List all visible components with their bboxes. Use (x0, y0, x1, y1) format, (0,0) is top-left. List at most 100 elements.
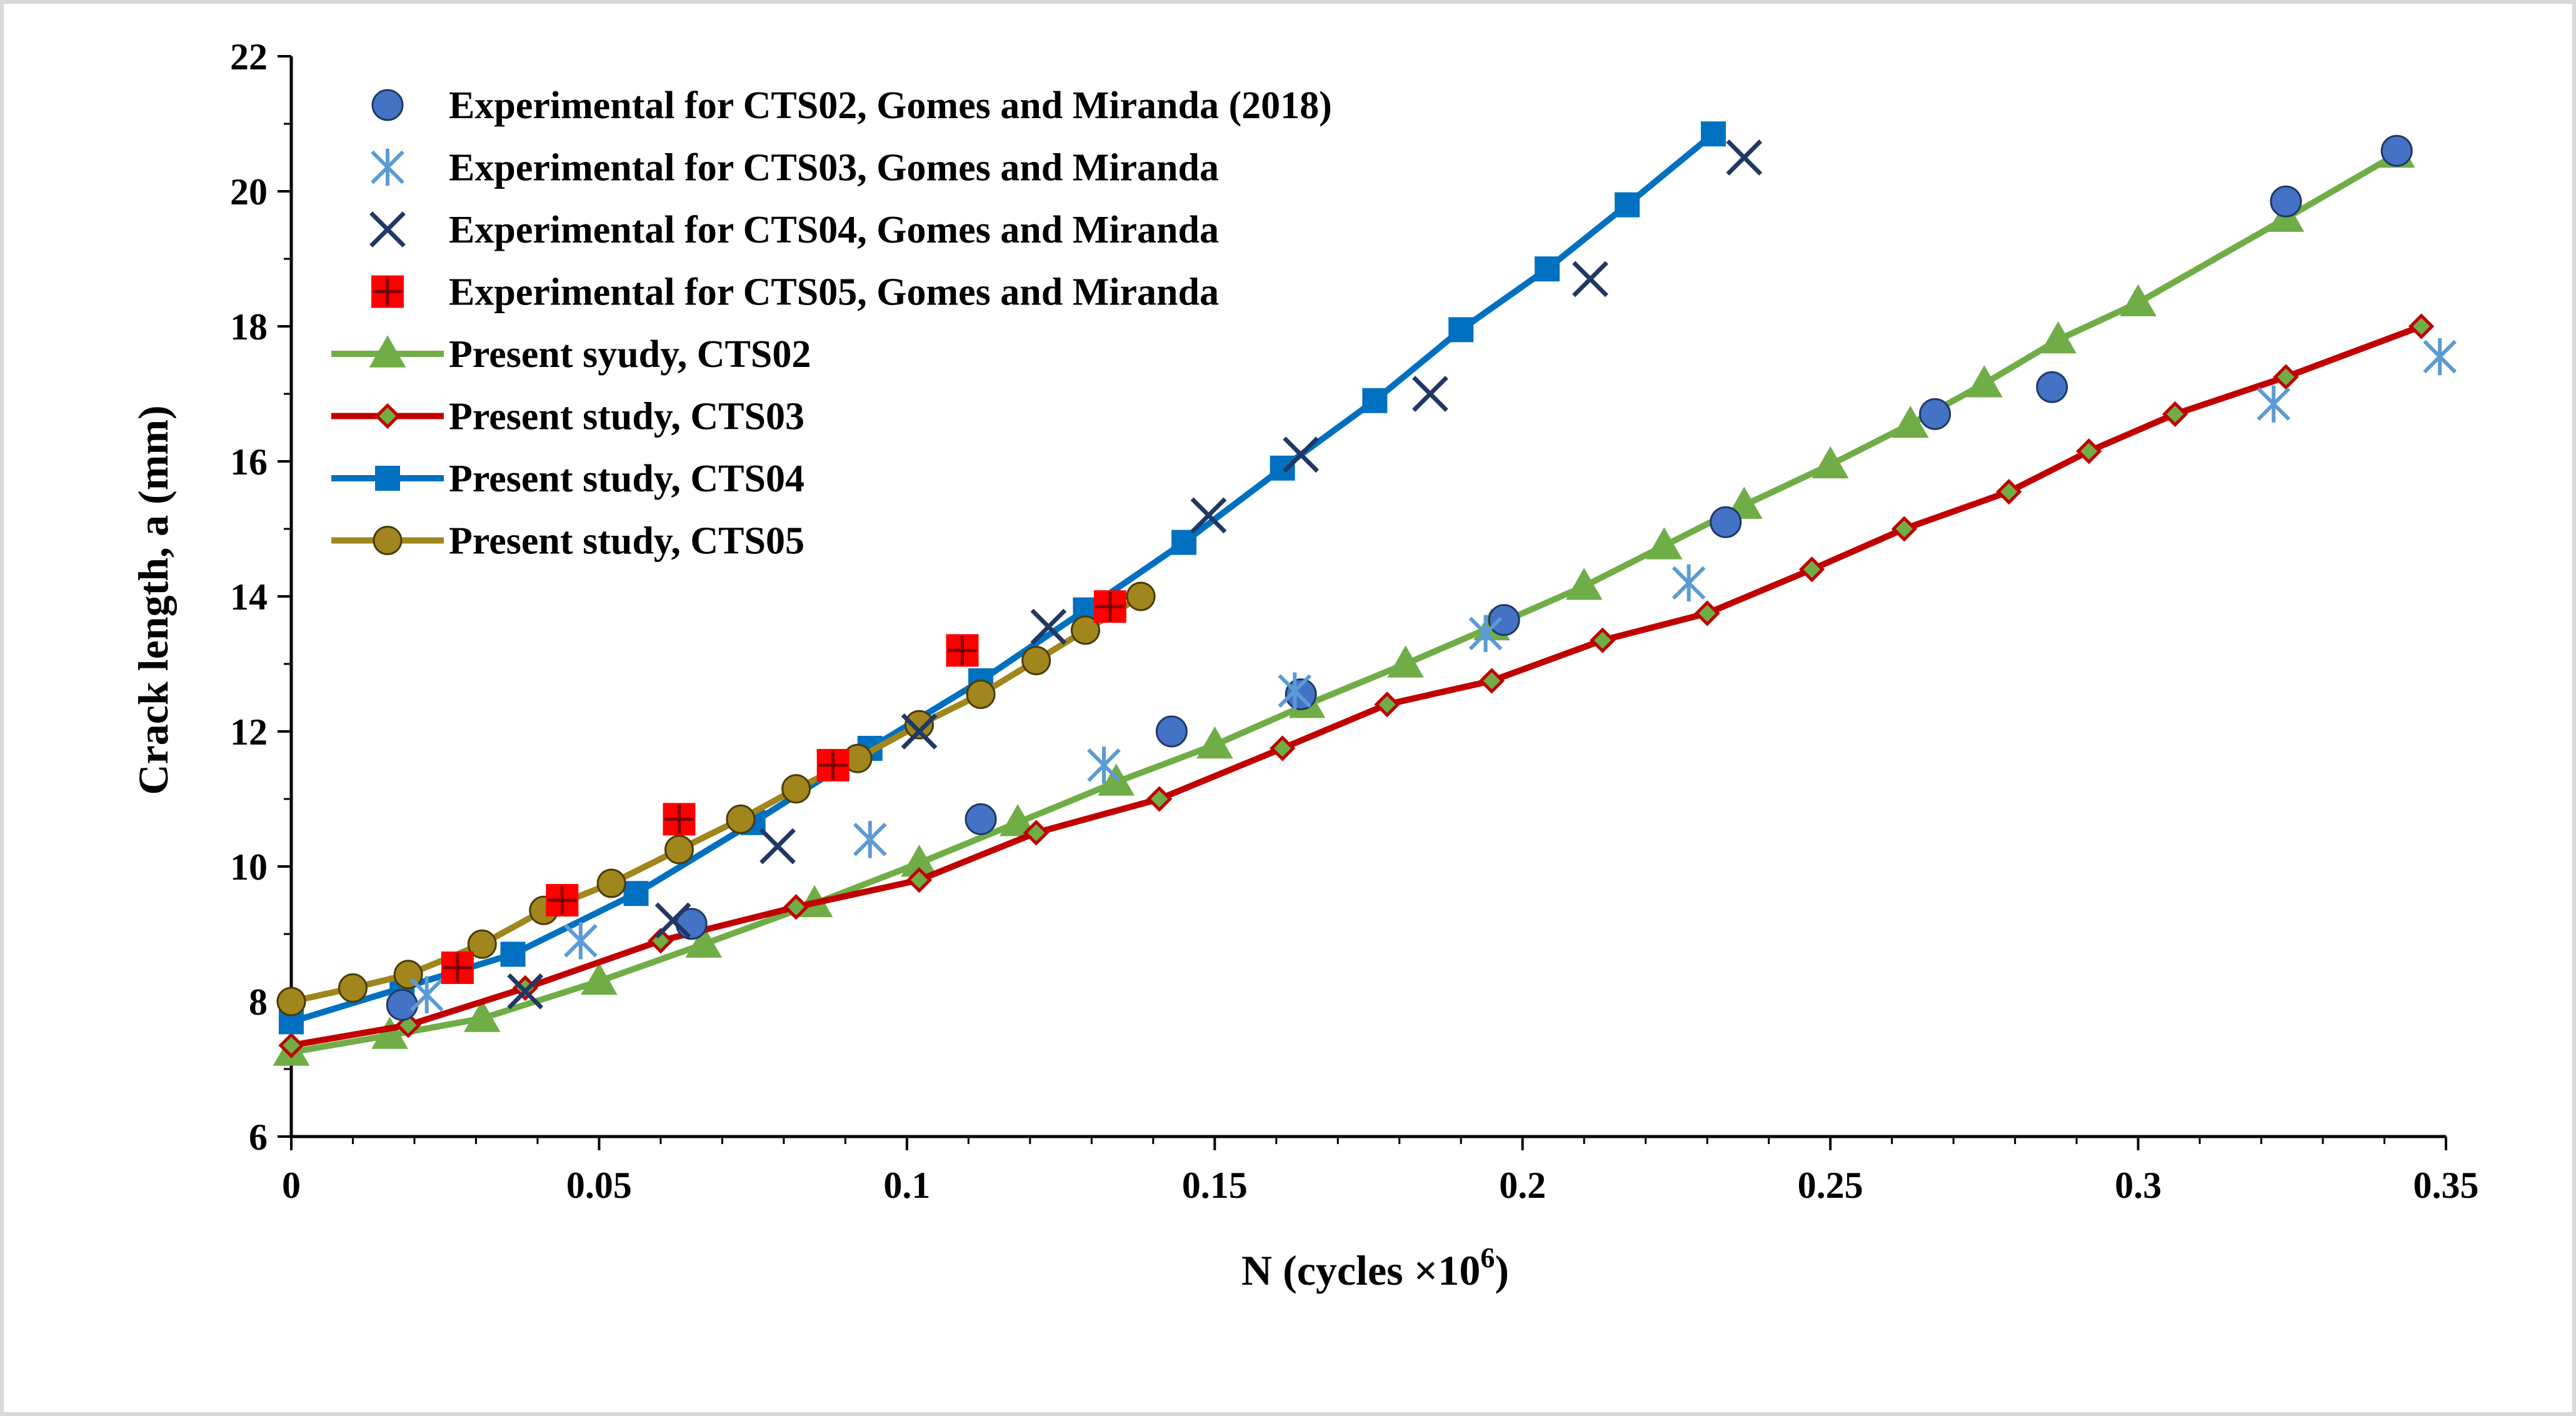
legend-marker (371, 89, 404, 121)
data-point (546, 884, 579, 916)
data-point (2270, 185, 2302, 218)
data-point (1283, 436, 1320, 473)
series-experimental-for-cts02-gomes-and-miranda-2018 (386, 134, 2413, 1021)
data-point (278, 1032, 304, 1058)
marker-shape (1171, 530, 1197, 555)
marker-shape (1710, 506, 1742, 538)
data-point (1671, 564, 1706, 602)
legend-label: Experimental for CTS02, Gomes and Mirand… (449, 84, 1332, 127)
series-line (288, 131, 1716, 1025)
data-point (905, 710, 935, 740)
marker-stroke (901, 713, 938, 750)
data-point (2040, 321, 2077, 354)
data-point (386, 988, 418, 1021)
legend-marker (369, 211, 406, 248)
legend-entry-present-study-cts04: Present study, CTS04 (331, 458, 804, 500)
legend-marker (371, 275, 404, 308)
legend-label: Present syudy, CTS02 (449, 333, 811, 376)
marker-shape (2162, 401, 2188, 428)
legend-entry-experimental-for-cts04-gomes-and-miranda: Experimental for CTS04, Gomes and Mirand… (369, 209, 1219, 251)
data-point (1155, 715, 1188, 748)
marker-shape (1919, 398, 1952, 430)
marker-shape (2076, 438, 2102, 464)
data-point (1468, 615, 1503, 653)
marker-shape (1448, 317, 1474, 343)
marker-shape (463, 1000, 501, 1032)
data-point (999, 804, 1036, 836)
x-tick-label: 0.2 (1499, 1165, 1546, 1206)
data-point (2257, 385, 2291, 423)
marker-stroke (759, 828, 796, 865)
data-point (654, 902, 691, 939)
data-point (1478, 668, 1505, 694)
data-point (2162, 401, 2188, 428)
y-tick-label: 22 (230, 36, 268, 78)
axes: 6 8 10 12 14 16 18 20 22 0 0.05 0.1 0.15 0.2 0.25 0.3 0.… (230, 36, 2479, 1206)
plot-series (273, 121, 2457, 1066)
y-tick-label: 6 (249, 1117, 268, 1158)
data-point (726, 804, 756, 834)
marker-stroke (654, 902, 691, 939)
marker-shape (906, 866, 933, 893)
marker-shape (783, 894, 809, 920)
data-point (1966, 365, 2003, 398)
data-point (1190, 497, 1227, 534)
legend-marker (371, 148, 404, 186)
marker-shape (966, 680, 996, 710)
marker-shape (1023, 820, 1050, 846)
marker-shape (386, 988, 418, 1021)
x-tick-label: 0.1 (883, 1165, 930, 1206)
data-point (409, 976, 444, 1013)
y-tick-label: 16 (230, 441, 268, 483)
marker-shape (648, 928, 674, 954)
series-experimental-for-cts03-gomes-and-miranda (409, 338, 2457, 1013)
marker-shape (338, 973, 368, 1003)
marker-shape (1196, 726, 1233, 759)
data-point (816, 749, 849, 781)
marker-shape (2273, 364, 2299, 390)
marker-shape (1892, 405, 1929, 438)
series-experimental-for-cts04-gomes-and-miranda (507, 139, 1763, 1010)
marker-shape (1362, 388, 1388, 413)
data-point (1694, 600, 1720, 626)
data-point (1030, 608, 1067, 645)
data-point (965, 803, 997, 835)
legend-label: Present study, CTS03 (449, 396, 804, 438)
y-tick-label: 18 (230, 306, 268, 348)
marker-stroke (1283, 436, 1320, 473)
data-point (1278, 672, 1312, 710)
y-tick-label: 20 (230, 171, 268, 213)
marker-shape (375, 466, 400, 491)
legend: Experimental for CTS02, Gomes and Mirand… (331, 84, 1332, 563)
legend-entry-experimental-for-cts02-gomes-and-miranda-2018: Experimental for CTS02, Gomes and Mirand… (371, 84, 1332, 127)
data-point (1087, 746, 1121, 784)
data-point (1146, 786, 1173, 812)
data-point (500, 941, 526, 967)
data-point (512, 975, 538, 1002)
x-tick-label: 0 (282, 1165, 301, 1206)
data-point (623, 881, 649, 906)
marker-shape (1590, 627, 1616, 653)
marker-shape (2120, 284, 2157, 316)
data-point (1615, 192, 1640, 218)
data-point (946, 634, 979, 667)
y-tick-label: 8 (249, 982, 268, 1023)
data-point (1126, 581, 1156, 611)
data-point (1171, 530, 1197, 555)
marker-stroke (1190, 497, 1227, 534)
marker-shape (1270, 455, 1295, 481)
data-point (1270, 455, 1295, 481)
data-point (781, 774, 811, 804)
data-point (276, 987, 306, 1017)
marker-shape (623, 881, 649, 906)
data-point (581, 962, 618, 995)
data-point (1362, 388, 1388, 413)
x-tick-label: 0.25 (1798, 1165, 1863, 1206)
marker-shape (1155, 715, 1188, 748)
marker-shape (1996, 478, 2022, 505)
marker-shape (965, 803, 997, 835)
marker-shape (512, 975, 538, 1002)
data-point (1565, 568, 1603, 600)
data-point (507, 973, 544, 1010)
